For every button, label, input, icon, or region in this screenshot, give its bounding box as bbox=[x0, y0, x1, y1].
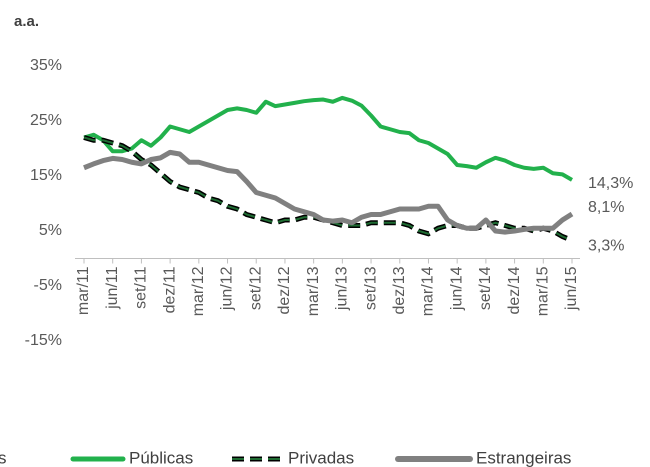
x-tick-label: mar/14 bbox=[420, 266, 437, 316]
legend-fragment: s bbox=[0, 448, 7, 467]
series-line bbox=[83, 136, 573, 242]
chart-title: a.a. bbox=[14, 13, 39, 30]
y-tick-label: 15% bbox=[30, 167, 62, 184]
series-line-outline bbox=[83, 135, 573, 243]
legend-label: Privadas bbox=[288, 448, 354, 467]
y-tick-label: -15% bbox=[25, 332, 62, 349]
x-tick-label: jun/15 bbox=[563, 266, 580, 311]
x-tick-label: set/11 bbox=[133, 266, 150, 309]
y-tick-label: 35% bbox=[30, 57, 62, 74]
y-tick-label: 5% bbox=[39, 222, 62, 239]
x-tick-label: mar/13 bbox=[305, 266, 322, 316]
y-tick-label: 25% bbox=[30, 112, 62, 129]
legend-label: Estrangeiras bbox=[476, 448, 571, 467]
x-tick-label: mar/11 bbox=[75, 266, 92, 315]
x-tick-label: set/12 bbox=[247, 266, 264, 310]
x-tick-label: dez/12 bbox=[276, 266, 293, 314]
x-tick-label: mar/12 bbox=[190, 266, 207, 316]
legend-label: Públicas bbox=[129, 448, 193, 467]
value-label: 14,3% bbox=[588, 175, 633, 192]
x-tick-label: jun/14 bbox=[448, 266, 465, 311]
x-tick-label: jun/13 bbox=[334, 266, 351, 311]
value-label: 8,1% bbox=[588, 199, 624, 216]
x-tick-label: dez/11 bbox=[161, 266, 178, 313]
series-line bbox=[83, 95, 573, 182]
x-tick-label: jun/11 bbox=[104, 266, 121, 310]
y-tick-label: -5% bbox=[34, 277, 62, 294]
x-tick-label: dez/14 bbox=[506, 266, 523, 314]
x-tick-label: jun/12 bbox=[219, 266, 236, 311]
x-tick-label: mar/15 bbox=[535, 266, 552, 316]
legend: s Públicas Privadas Estrangeiras bbox=[0, 448, 571, 467]
x-tick-label: dez/13 bbox=[391, 266, 408, 314]
x-tick-label: set/14 bbox=[477, 266, 494, 310]
x-tick-label: set/13 bbox=[362, 266, 379, 310]
series-line bbox=[83, 149, 574, 235]
value-label: 3,3% bbox=[588, 238, 624, 255]
